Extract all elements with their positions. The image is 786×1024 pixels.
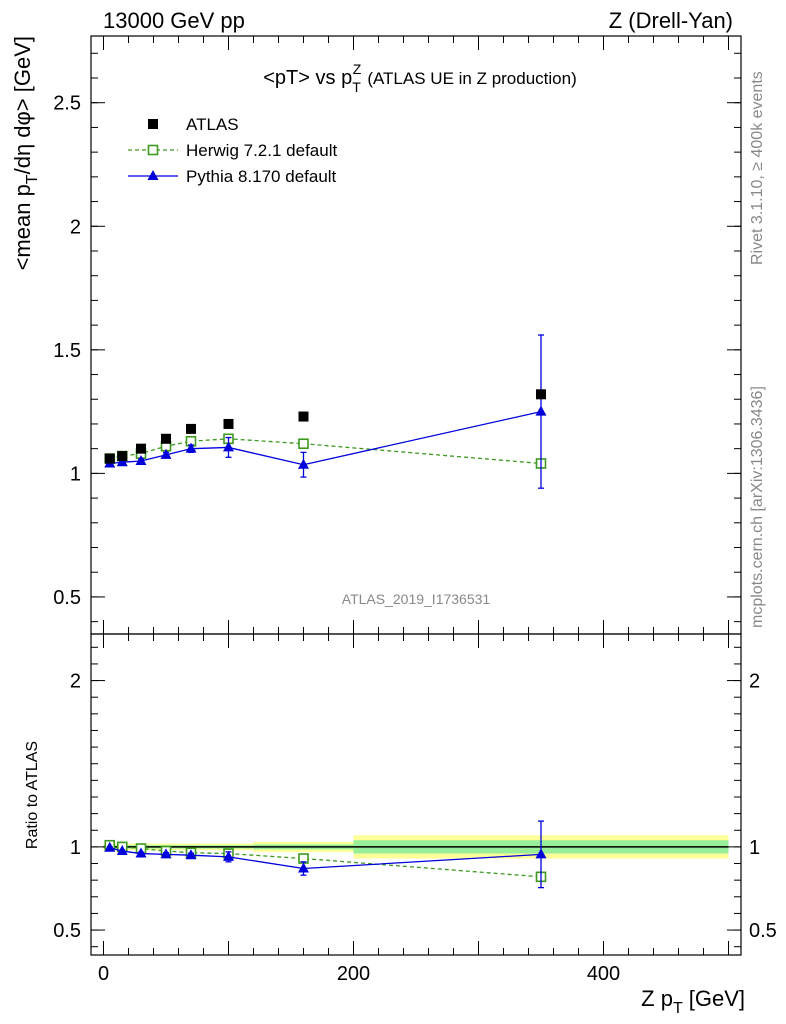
analysis-id-label: ATLAS_2019_I1736531 — [342, 591, 491, 607]
legend-label-pythia: Pythia 8.170 default — [186, 167, 337, 186]
mcplots-label: mcplots.cern.ch [arXiv:1306.3436] — [749, 386, 766, 628]
main-atlas-point — [536, 389, 546, 400]
main-pythia-point — [185, 442, 197, 453]
xlabel-post: [GeV] — [689, 986, 745, 1011]
main-ytick-label: 0.5 — [53, 587, 81, 609]
rivet-label: Rivet 3.1.10, ≥ 400k events — [749, 71, 766, 265]
ylabel-post: /dη dφ> [GeV] — [10, 36, 35, 174]
ratio-series — [104, 820, 547, 889]
main-pythia-point — [135, 455, 147, 466]
main-pythia-point — [298, 458, 309, 469]
ylabel-pre: <mean p — [10, 184, 35, 270]
main-herwig-point — [298, 438, 309, 450]
main-ylabel: <mean pT/dη dφ> [GeV] — [10, 36, 41, 270]
header-left-label: 13000 GeV pp — [103, 8, 245, 33]
main-atlas-point — [117, 451, 128, 462]
main-pythia-point — [160, 448, 172, 459]
legend-label-atlas: ATLAS — [186, 115, 239, 134]
ratio-ytick-label-right: 2 — [749, 671, 760, 693]
main-ytick-label: 1.5 — [53, 340, 81, 362]
xlabel-pre: Z p — [641, 986, 673, 1011]
xlabel-sub: T — [673, 1000, 683, 1017]
ratio-ytick-label: 1 — [70, 837, 81, 859]
main-atlas-point — [136, 443, 146, 454]
main-atlas-point — [104, 453, 115, 464]
legend-marker-atlas — [148, 119, 158, 129]
main-pythia-line — [109, 410, 542, 466]
main-ytick-label: 1 — [70, 463, 81, 485]
legend: ATLAS Herwig 7.2.1 default Pythia 8.170 de… — [128, 115, 337, 186]
ratio-pythia-point — [223, 850, 234, 861]
ratio-pythia-point — [160, 848, 172, 859]
xtick-label: 400 — [587, 963, 620, 985]
ratio-ytick-label-right: 0.5 — [749, 920, 777, 942]
legend-marker-herwig — [147, 144, 159, 156]
main-atlas-point — [186, 423, 196, 434]
main-ytick-label: 2 — [70, 216, 81, 238]
ratio-pythia-point — [185, 849, 197, 860]
ylabel-sub: T — [24, 174, 41, 184]
ratio-ylabel: Ratio to ATLAS — [24, 741, 41, 849]
main-atlas-point — [161, 433, 171, 444]
title-sup: Z — [353, 61, 362, 77]
main-axes: 0.5 1 1.5 2 2.5 — [53, 35, 742, 635]
legend-label-herwig: Herwig 7.2.1 default — [186, 141, 337, 160]
ratio-frame — [90, 633, 742, 956]
ratio-ytick-label-right: 1 — [749, 837, 760, 859]
title-main: <pT> vs p — [263, 67, 352, 89]
main-atlas-point — [223, 418, 234, 429]
ratio-pythia-point — [535, 848, 547, 859]
xlabel: Z pT [GeV] — [641, 986, 745, 1017]
title-suffix: (ATLAS UE in Z production) — [367, 69, 576, 88]
main-pythia-point — [535, 405, 547, 416]
xtick-label: 0 — [98, 963, 109, 985]
ratio-ytick-label: 2 — [70, 671, 81, 693]
main-atlas-point — [298, 411, 309, 422]
ratio-pythia-point — [135, 847, 147, 858]
header-right-label: Z (Drell-Yan) — [609, 8, 733, 33]
legend-marker-pythia — [147, 170, 159, 180]
xtick-label: 200 — [337, 963, 370, 985]
main-pythia-point — [223, 441, 234, 452]
title-sub: T — [352, 79, 361, 95]
ratio-ytick-label: 0.5 — [53, 920, 81, 942]
plot-title: <pT> vs pTZ (ATLAS UE in Z production) — [263, 61, 577, 95]
main-ytick-label: 2.5 — [53, 93, 81, 115]
ratio-pythia-point — [104, 841, 116, 852]
ratio-pythia-point — [298, 862, 309, 873]
main-series — [104, 334, 547, 489]
ratio-pythia-point — [116, 845, 128, 856]
main-pythia-point — [116, 456, 128, 467]
ratio-axes: 0.5 0.5 1 1 2 2 0 200 400 — [53, 633, 777, 985]
